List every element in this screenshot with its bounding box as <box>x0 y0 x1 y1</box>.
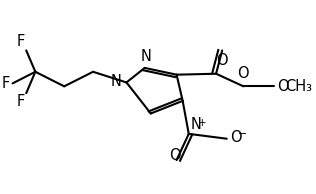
Text: −: − <box>238 129 247 139</box>
Text: F: F <box>16 94 25 109</box>
Text: O: O <box>238 67 249 81</box>
Text: O: O <box>216 53 228 68</box>
Text: +: + <box>198 118 206 128</box>
Text: CH₃: CH₃ <box>285 79 312 94</box>
Text: N: N <box>190 117 201 132</box>
Text: N: N <box>111 74 122 89</box>
Text: O: O <box>169 148 181 163</box>
Text: F: F <box>16 34 25 48</box>
Text: O: O <box>277 79 289 94</box>
Text: F: F <box>2 76 10 91</box>
Text: O: O <box>230 130 241 145</box>
Text: N: N <box>141 49 152 64</box>
